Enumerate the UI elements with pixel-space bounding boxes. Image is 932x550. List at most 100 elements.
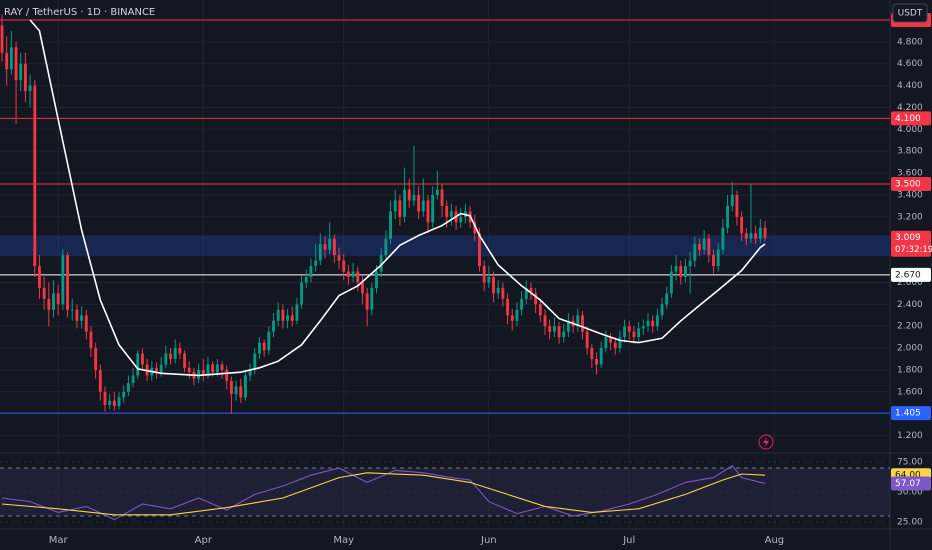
candle-body [211, 364, 215, 373]
y-tick-label: 1.800 [897, 365, 923, 375]
candle-body [220, 364, 224, 370]
candle-body [543, 315, 547, 327]
candle-body [449, 211, 453, 217]
candle-body [660, 304, 664, 316]
candle-body [510, 315, 514, 321]
y-tick-label: 4.400 [897, 81, 923, 91]
candle-body [398, 200, 402, 217]
y-tick-label: 4.000 [897, 125, 923, 135]
candle-body [38, 266, 41, 288]
alert-icon[interactable] [758, 434, 774, 450]
candle-body [42, 287, 46, 299]
candle-body [529, 287, 533, 294]
y-tick-label: 2.200 [897, 322, 923, 332]
grid [0, 0, 890, 529]
candle-body [272, 320, 275, 332]
candle-body [33, 85, 37, 267]
candle-body [187, 367, 191, 373]
candle-body [735, 194, 739, 217]
y-tick-label: 3.400 [897, 190, 923, 200]
candle-body [286, 315, 290, 321]
candle-body [140, 353, 144, 365]
candle-body [492, 277, 495, 294]
y-tick-label: 3.200 [897, 212, 923, 222]
candle-body [0, 25, 4, 53]
price-tag-label: 57.07 [895, 479, 921, 489]
indicator-pane [0, 461, 890, 523]
currency-label[interactable]: USDT [898, 9, 923, 19]
candle-body [136, 353, 140, 376]
price-tag-label: 1.405 [895, 409, 921, 419]
candle-body [332, 238, 336, 256]
candle-body [103, 391, 107, 405]
candle-body [389, 211, 392, 239]
candle-body [328, 238, 332, 250]
candle-body [112, 400, 116, 407]
price-tag-label: 4.100 [895, 114, 921, 124]
candle-body [258, 342, 261, 354]
price-tag [891, 476, 931, 491]
candle-body [515, 309, 519, 321]
candle-body [80, 315, 84, 321]
price-tag [891, 230, 931, 257]
candle-body [75, 309, 79, 321]
indicator-tick-label: 50.00 [897, 488, 923, 498]
candle-body [740, 216, 744, 234]
indicator-tick-label: 25.00 [897, 518, 923, 528]
price-tag-label: 2.670 [895, 270, 921, 280]
candle-body [323, 244, 327, 250]
candle-body [431, 194, 435, 223]
candle-body [613, 342, 617, 349]
candle-body [23, 63, 27, 92]
countdown: 07:32:19 [895, 245, 932, 255]
y-tick-label: 1.200 [897, 431, 923, 441]
currency-button[interactable] [892, 3, 928, 23]
candle-body [426, 200, 430, 223]
candle-body [108, 400, 112, 405]
candle-body [459, 216, 463, 223]
candle-body [173, 348, 177, 360]
candle-body [665, 293, 669, 305]
candle-body [117, 397, 121, 407]
candle-body [562, 331, 566, 338]
candle-body [159, 364, 163, 373]
candle-body [290, 315, 294, 321]
y-tick-label: 4.600 [897, 59, 923, 69]
candle-body [183, 353, 187, 368]
indicator-line [1, 464, 766, 521]
candle-body [403, 189, 407, 217]
candle-body [548, 326, 552, 332]
candle-body [576, 315, 580, 327]
candle-body [623, 326, 627, 338]
candle-body [730, 194, 734, 206]
axes: Mar Apr May Jun Jul Aug4.8004.6004.4004.2004.… [49, 13, 932, 546]
candle-body [52, 293, 55, 310]
price-tag-label: 3.009 [895, 233, 921, 243]
candle-body [627, 326, 631, 332]
price-tag [891, 177, 931, 192]
candle-body [435, 189, 439, 195]
candle-body [534, 293, 538, 305]
y-tick-label: 3.600 [897, 169, 923, 179]
candle-body [225, 369, 229, 381]
candle-body [28, 85, 32, 92]
candle-body [365, 293, 369, 310]
indicator-tick-label: 75.00 [897, 458, 923, 468]
candle-body [206, 364, 210, 376]
candle-body [698, 244, 701, 250]
candle-body [70, 309, 74, 311]
candle-body [131, 375, 135, 384]
candle-body [501, 287, 505, 299]
candle-body [304, 277, 308, 283]
candle-body [155, 367, 158, 373]
y-tick-label: 2.400 [897, 300, 923, 310]
candle-body [552, 326, 556, 332]
candle-body [520, 298, 524, 310]
candle-body [712, 255, 715, 267]
candle-body [758, 227, 762, 239]
chart-title: RAY / TetherUS · 1D · BINANCE [4, 7, 155, 18]
candle-body [609, 337, 612, 343]
candle-body [346, 271, 350, 278]
alert-icon-bolt[interactable] [763, 437, 769, 447]
